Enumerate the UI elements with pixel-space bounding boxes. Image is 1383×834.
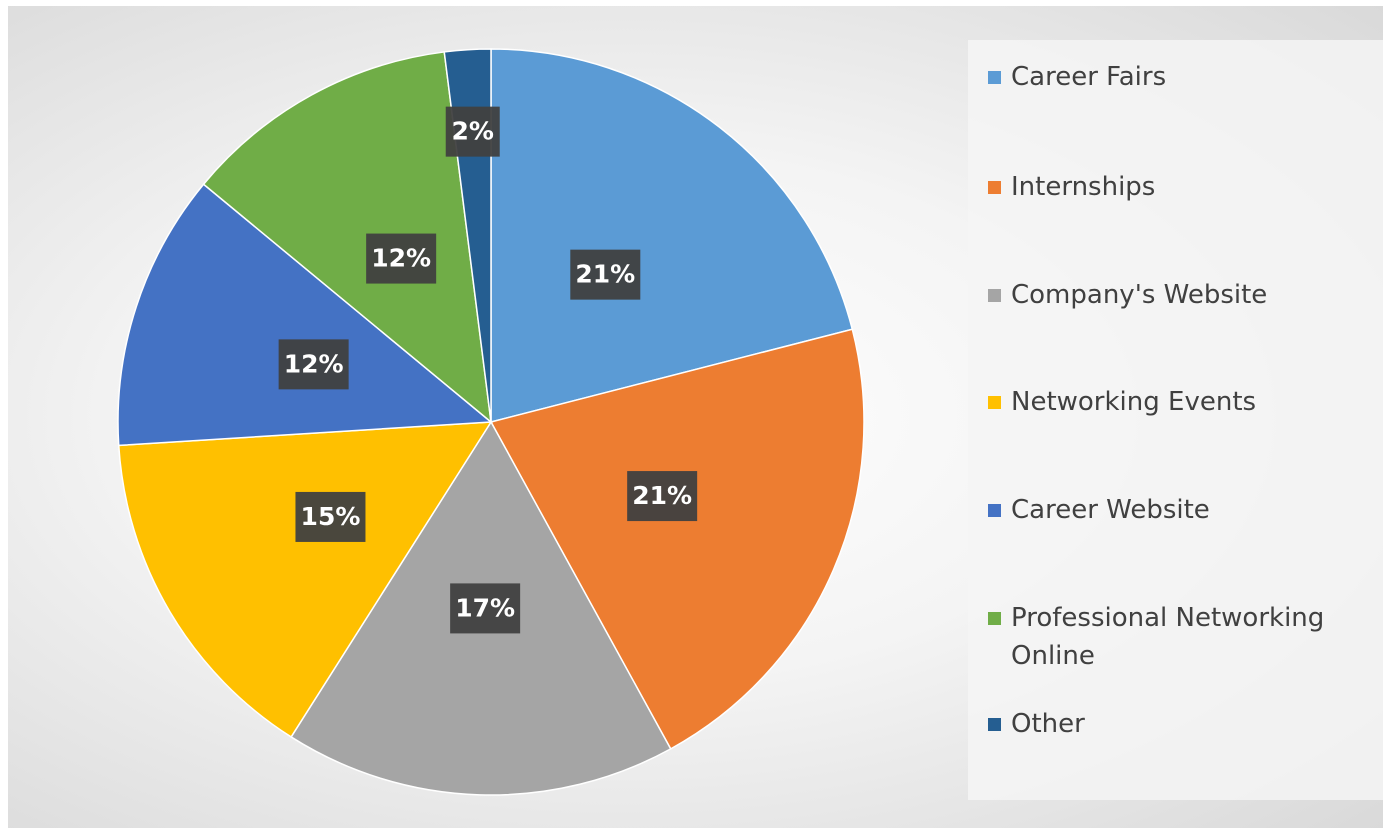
pie-slice [489,328,865,750]
legend-swatch [988,181,1001,194]
legend-item: Company's Website [988,276,1368,314]
legend-swatch [988,289,1001,302]
data-label-box [278,339,349,390]
legend-label: Other [1011,709,1085,739]
data-label-box [445,106,500,157]
legend-swatch [988,396,1001,409]
legend-item: Professional Networking Online [988,599,1368,675]
data-label: 12% [371,244,431,273]
legend-label: Internships [1011,172,1156,202]
data-label-box [295,491,366,542]
legend-swatch [988,71,1001,84]
data-label: 17% [455,593,515,622]
legend-swatch [988,612,1001,625]
pie-slice [117,183,493,447]
legend-item: Career Website [988,491,1368,529]
legend-label: Career Website [1011,495,1210,525]
data-label: 12% [284,349,344,378]
legend-label: Networking Events [1011,387,1257,417]
legend-label: Company's Website [1011,280,1268,310]
data-label-box [570,249,641,300]
legend-item: Career Fairs [988,58,1368,96]
legend-swatch [988,504,1001,517]
data-label: 21% [632,481,692,510]
chart: 21% 21% 17% 15% 12% 12% 2% [117,48,865,796]
legend: Career Fairs Internships Company's Website… [968,40,1383,800]
legend-label: Professional Networking Online [1011,603,1325,671]
data-label-box [450,583,521,634]
legend-swatch [988,718,1001,731]
legend-item: Networking Events [988,383,1368,421]
legend-item: Other [988,705,1368,743]
data-label-box [627,471,698,522]
pie-slice [490,48,854,423]
data-label: 2% [452,117,494,146]
legend-label: Career Fairs [1011,62,1167,92]
data-label: 15% [301,502,361,531]
legend-item: Internships [988,168,1368,206]
data-label: 21% [575,260,635,289]
pie-slice [117,421,493,738]
pie-slice [202,51,492,424]
data-label-box [366,233,437,284]
